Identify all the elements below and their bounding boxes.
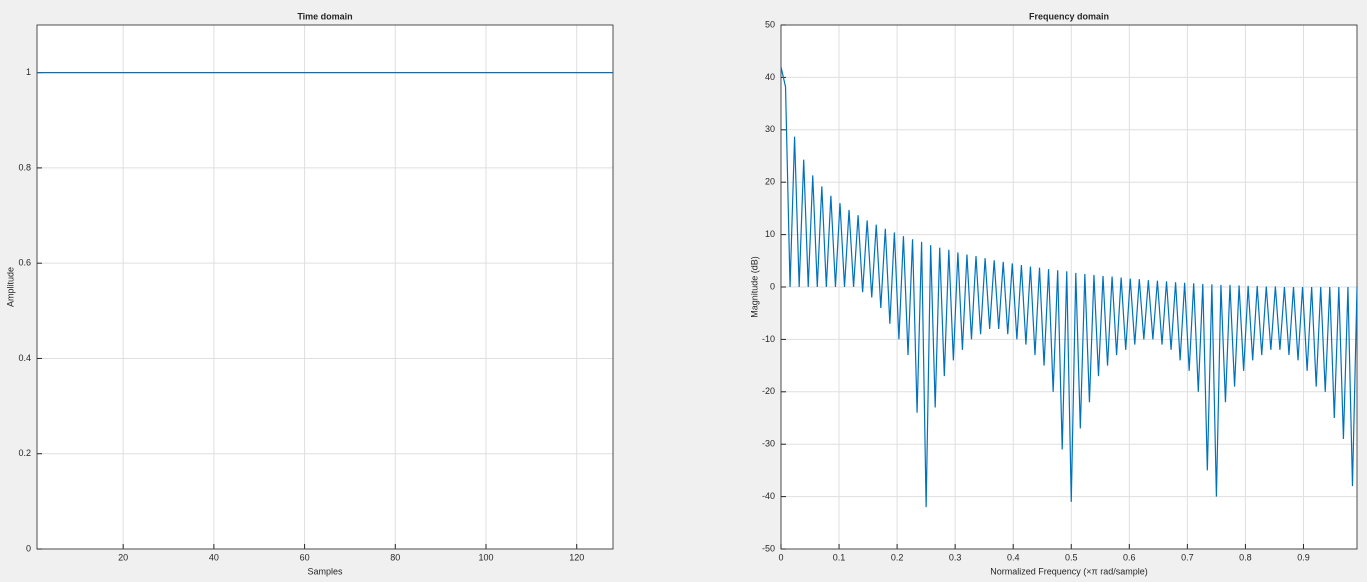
y-tick-label: 1 bbox=[26, 67, 31, 77]
y-tick-label: -50 bbox=[762, 543, 775, 553]
y-tick-label: -20 bbox=[762, 386, 775, 396]
y-tick-label: 0 bbox=[26, 543, 31, 553]
x-tick-label: 40 bbox=[209, 552, 219, 562]
x-tick-label: 0.9 bbox=[1297, 552, 1310, 562]
y-tick-label: 0.4 bbox=[18, 353, 31, 363]
y-tick-label: 0 bbox=[770, 281, 775, 291]
y-tick-label: 30 bbox=[765, 124, 775, 134]
x-tick-label: 100 bbox=[478, 552, 493, 562]
x-tick-label: 0.1 bbox=[833, 552, 846, 562]
x-tick-label: 0.6 bbox=[1123, 552, 1136, 562]
axes-box bbox=[36, 24, 614, 550]
x-axis-label: Normalized Frequency (×π rad/sample) bbox=[990, 566, 1148, 576]
chart-title: Frequency domain bbox=[1029, 11, 1109, 21]
y-tick-label: 40 bbox=[765, 72, 775, 82]
x-tick-label: 0.2 bbox=[891, 552, 904, 562]
signal-line bbox=[780, 66, 1358, 508]
y-tick-label: 0.8 bbox=[18, 162, 31, 172]
x-tick-label: 80 bbox=[390, 552, 400, 562]
y-tick-label: 0.6 bbox=[18, 258, 31, 268]
y-tick-label: 20 bbox=[765, 177, 775, 187]
x-tick-label: 0.7 bbox=[1181, 552, 1194, 562]
x-tick-label: 0.8 bbox=[1239, 552, 1252, 562]
x-tick-label: 0.3 bbox=[949, 552, 962, 562]
y-tick-label: 0.2 bbox=[18, 448, 31, 458]
x-tick-label: 20 bbox=[118, 552, 128, 562]
y-tick-label: 10 bbox=[765, 229, 775, 239]
y-axis-label: Magnitude (dB) bbox=[749, 256, 759, 318]
x-tick-label: 0.5 bbox=[1065, 552, 1078, 562]
y-tick-label: -30 bbox=[762, 439, 775, 449]
y-tick-label: -40 bbox=[762, 491, 775, 501]
y-axis-label: Amplitude bbox=[5, 267, 15, 307]
y-tick-label: -10 bbox=[762, 334, 775, 344]
x-tick-label: 0 bbox=[778, 552, 783, 562]
x-tick-label: 60 bbox=[300, 552, 310, 562]
plot-area bbox=[37, 25, 613, 549]
x-tick-label: 0.4 bbox=[1007, 552, 1020, 562]
y-tick-label: 50 bbox=[765, 19, 775, 29]
x-tick-label: 120 bbox=[569, 552, 584, 562]
chart-title: Time domain bbox=[297, 11, 352, 21]
x-axis-label: Samples bbox=[307, 566, 343, 576]
